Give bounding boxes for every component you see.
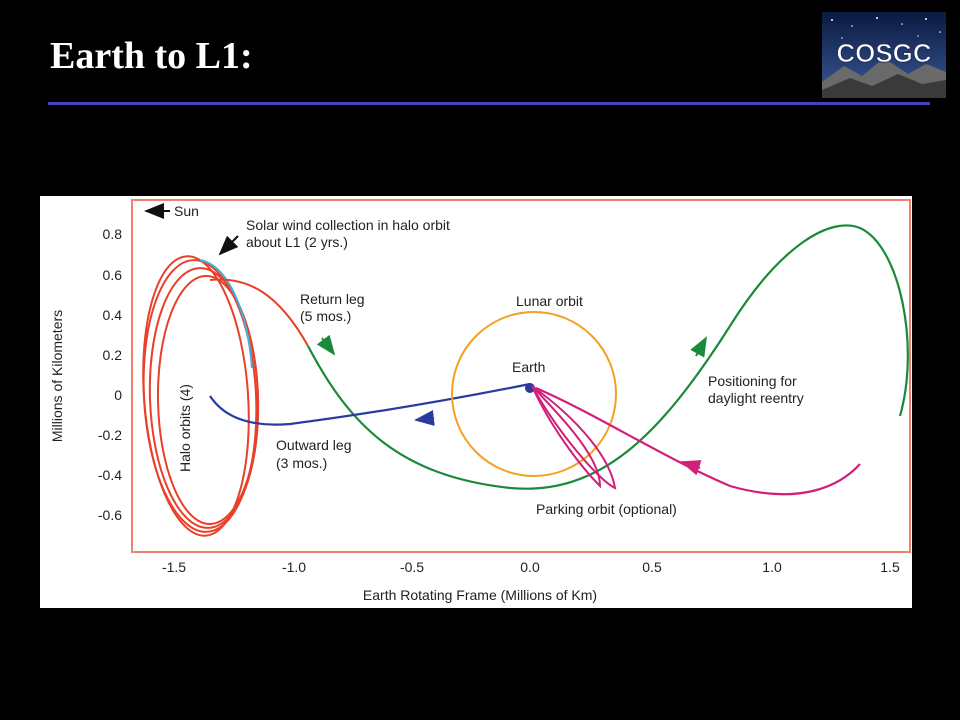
outward-leg-label: (3 mos.) [276, 455, 327, 471]
outward-direction-arrow [414, 410, 435, 426]
y-tick-label: 0.2 [103, 347, 123, 363]
parking-orbit-loop [531, 385, 602, 489]
y-tick-label: -0.6 [98, 507, 122, 523]
y-tick-label: 0.4 [103, 307, 123, 323]
x-axis-label: Earth Rotating Frame (Millions of Km) [363, 587, 597, 603]
plot-frame [131, 199, 911, 553]
cosgc-logo: COSGC [822, 12, 946, 98]
halo-orbits [142, 255, 260, 537]
return-leg-label: (5 mos.) [300, 308, 351, 324]
title-underline [48, 102, 930, 105]
solar-wind-label: Solar wind collection in halo orbit [246, 217, 450, 233]
parking-orbit-loop [531, 385, 617, 490]
x-tick-label: 1.5 [880, 559, 900, 575]
x-tick-label: -1.0 [282, 559, 306, 575]
slide-title: Earth to L1: [50, 35, 253, 77]
return-leg-start [209, 278, 309, 347]
earth-label: Earth [512, 359, 545, 375]
halo-orbits-label: Halo orbits (4) [177, 384, 193, 472]
return-direction-arrow [690, 336, 707, 358]
y-tick-label: 0.8 [103, 226, 123, 242]
x-tick-label: 0.5 [642, 559, 662, 575]
positioning-path [535, 386, 861, 496]
y-tick-label: 0.6 [103, 267, 123, 283]
positioning-direction-arrow [680, 460, 702, 476]
y-tick-label: 0 [114, 387, 122, 403]
logo-text: COSGC [836, 38, 932, 68]
lunar-orbit [451, 311, 617, 477]
x-tick-label: 1.0 [762, 559, 782, 575]
positioning-label: daylight reentry [708, 390, 804, 406]
solar-wind-label: about L1 (2 yrs.) [246, 234, 348, 250]
return-direction-arrow [316, 334, 336, 356]
return-leg-label: Return leg [300, 291, 365, 307]
parking-orbit-label: Parking orbit (optional) [536, 501, 677, 517]
x-tick-label: -1.5 [162, 559, 186, 575]
positioning-label: Positioning for [708, 373, 797, 389]
outward-leg-label: Outward leg [276, 437, 351, 453]
x-tick-label: 0.0 [520, 559, 540, 575]
y-tick-label: -0.4 [98, 467, 122, 483]
trajectory-diagram: 0.8 0.6 0.4 0.2 0 -0.2 -0.4 -0.6 -1.5 -1… [40, 196, 912, 608]
x-tick-label: -0.5 [400, 559, 424, 575]
outward-leg-path [209, 382, 531, 426]
y-axis-label: Millions of Kilometers [49, 310, 65, 442]
return-leg-path [307, 224, 909, 490]
y-tick-label: -0.2 [98, 427, 122, 443]
sun-label: Sun [174, 203, 199, 219]
lunar-orbit-label: Lunar orbit [516, 293, 583, 309]
halo-arrival-path [199, 259, 253, 369]
solar-wind-arrow [218, 235, 239, 256]
